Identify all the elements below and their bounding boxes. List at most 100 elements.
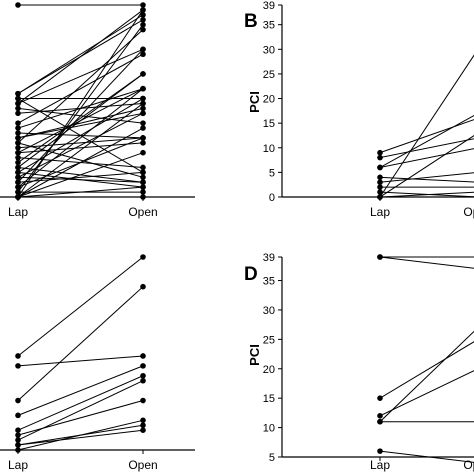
paired-line [17, 419, 144, 451]
data-point-lap [15, 144, 21, 151]
paired-line [379, 256, 474, 269]
paired-line [17, 88, 144, 188]
paired-line [17, 171, 144, 183]
data-point-open [140, 422, 146, 429]
data-point-open [140, 174, 146, 181]
data-point-open [140, 2, 146, 8]
panel-b: 0 5 10 15 20 25 30 35 39 PCI Lap Open B [244, 0, 474, 219]
data-point-open [140, 120, 146, 126]
data-point-open [140, 189, 146, 195]
y-tick-label: 39 [263, 0, 275, 12]
paired-line [17, 107, 144, 139]
data-point-lap [377, 184, 383, 190]
y-tick-label: 20 [263, 364, 275, 376]
data-point-open [140, 12, 146, 18]
paired-line [17, 9, 144, 104]
data-point-open [140, 417, 146, 424]
data-point-lap [15, 437, 21, 443]
paired-line [17, 48, 144, 104]
y-tick-label: 30 [263, 44, 275, 56]
x-tick-label-open: Open [128, 205, 157, 219]
data-point-open [140, 194, 146, 200]
data-point-open [140, 254, 146, 260]
data-point-lap [15, 159, 21, 166]
data-point-open [140, 377, 146, 384]
y-axis-label: PCI [247, 91, 262, 113]
data-point-open [140, 26, 146, 33]
paired-line [379, 450, 474, 463]
data-point-open [140, 363, 146, 369]
panel-letter: B [244, 11, 258, 32]
data-point-open [140, 397, 146, 404]
paired-line [379, 54, 474, 198]
data-point-lap [15, 125, 21, 131]
data-point-lap [377, 164, 383, 171]
paired-line [379, 176, 474, 183]
data-point-open [140, 16, 146, 23]
data-point-open [140, 283, 146, 290]
paired-line [17, 152, 144, 198]
data-point-lap [377, 413, 383, 419]
paired-line [379, 135, 474, 198]
paired-line [17, 186, 144, 198]
paired-line [379, 172, 474, 183]
y-tick-label: 10 [263, 423, 275, 435]
paired-line [17, 142, 144, 178]
data-point-open [140, 85, 146, 92]
data-point-lap [15, 432, 21, 438]
data-point-lap [15, 100, 21, 107]
data-point-lap [15, 174, 21, 181]
y-tick-label: 15 [263, 118, 275, 130]
paired-line [17, 375, 144, 431]
paired-line [379, 330, 474, 423]
paired-line [17, 29, 144, 144]
data-point-open [140, 110, 146, 117]
data-point-lap [15, 447, 21, 453]
data-point-lap [15, 363, 21, 369]
paired-line [379, 148, 474, 168]
data-point-lap [15, 412, 21, 419]
data-point-lap [15, 184, 21, 190]
paired-line [17, 127, 144, 198]
data-point-lap [15, 135, 21, 141]
x-tick-label-lap: Lap [370, 205, 390, 219]
data-point-open [140, 7, 146, 13]
panel-a: Lap Open [0, 2, 195, 219]
paired-line [17, 286, 144, 401]
paired-line [17, 73, 144, 163]
data-point-lap [15, 194, 21, 200]
paired-line [17, 256, 144, 357]
paired-line [379, 119, 474, 154]
data-point-open [140, 105, 146, 112]
data-point-open [140, 427, 146, 434]
y-tick-label: 15 [263, 393, 275, 405]
data-point-lap [15, 427, 21, 434]
data-point-lap [377, 154, 383, 161]
y-tick-label: 25 [263, 69, 275, 81]
paired-line [17, 48, 144, 183]
y-tick-label: 35 [263, 276, 275, 288]
panel-c: Lap Open [0, 254, 195, 472]
data-point-open [140, 51, 146, 58]
data-point-open [140, 353, 146, 359]
y-tick-label: 35 [263, 20, 275, 32]
x-tick-label-open: Open [463, 205, 474, 219]
paired-line [17, 103, 144, 198]
data-point-lap [15, 164, 21, 171]
x-tick-label-open: Open [128, 458, 157, 472]
y-tick-label: 0 [269, 192, 275, 204]
data-point-open [140, 169, 146, 176]
paired-line [379, 341, 474, 399]
data-point-lap [377, 448, 383, 454]
data-point-lap [15, 189, 21, 195]
data-point-lap [377, 149, 383, 156]
paired-line [17, 53, 144, 124]
paired-line [17, 365, 144, 416]
paired-line [17, 142, 144, 154]
data-point-lap [15, 154, 21, 161]
paired-line [379, 370, 474, 417]
paired-line [379, 114, 474, 168]
paired-line [17, 14, 144, 95]
x-tick-label-lap: Lap [8, 458, 28, 472]
